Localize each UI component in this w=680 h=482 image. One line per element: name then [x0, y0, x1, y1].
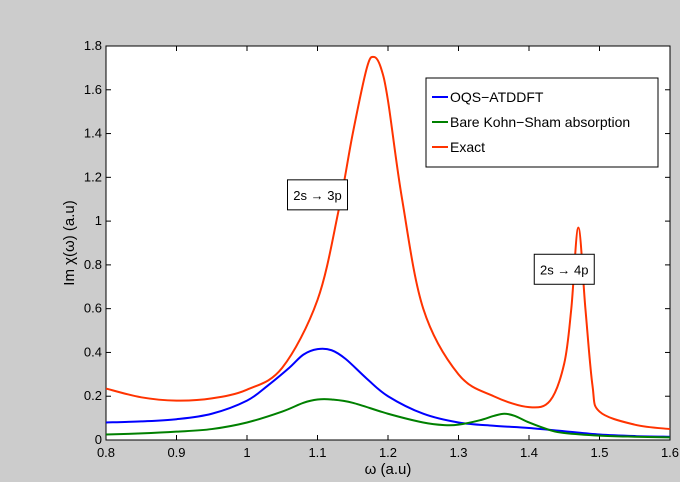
annotations: 2s → 3p 2s → 4p [287, 179, 595, 285]
y-tick-label: 1 [95, 213, 102, 228]
annotation-box [533, 253, 595, 285]
x-tick-label: 1 [243, 445, 250, 460]
legend: OQS−ATDDFT Bare Kohn−Sham absorption Exact [425, 77, 659, 168]
x-tick-label: 1.6 [661, 445, 679, 460]
legend-box [425, 77, 659, 168]
x-tick-label: 0.9 [167, 445, 185, 460]
y-tick-label: 0.8 [84, 257, 102, 272]
y-tick-label: 1.6 [84, 82, 102, 97]
annotation-box [287, 179, 348, 211]
y-axis-label: Im χ(ω) (a.u) [61, 200, 78, 285]
axis-ticks: 0.8 0.9 1 1.1 1.2 1.3 1.4 1.5 1.6 0 0.2 0.4 0.6 0.8 1 1… [84, 38, 679, 460]
x-tick-label: 1.5 [590, 445, 608, 460]
x-tick-label: 1.3 [449, 445, 467, 460]
x-axis-label: ω (a.u) [365, 461, 412, 478]
x-tick-label: 1.2 [379, 445, 397, 460]
series-line [105, 398, 671, 439]
x-tick-label: 1.1 [308, 445, 326, 460]
legend-label: OQS−ATDDFT [450, 89, 544, 105]
x-tick-label: 1.4 [520, 445, 538, 460]
y-tick-label: 0.2 [84, 388, 102, 403]
y-tick-label: 1.4 [84, 126, 102, 141]
legend-label: Exact [450, 139, 485, 155]
legend-label: Bare Kohn−Sham absorption [450, 114, 630, 130]
y-tick-label: 1.8 [84, 38, 102, 53]
annotation-label: 2s → 4p [540, 262, 588, 277]
y-tick-label: 0 [95, 432, 102, 447]
annotation-label: 2s → 3p [293, 188, 341, 203]
x-tick-label: 0.8 [97, 445, 115, 460]
y-tick-label: 0.4 [84, 344, 102, 359]
y-tick-label: 1.2 [84, 169, 102, 184]
y-tick-label: 0.6 [84, 301, 102, 316]
